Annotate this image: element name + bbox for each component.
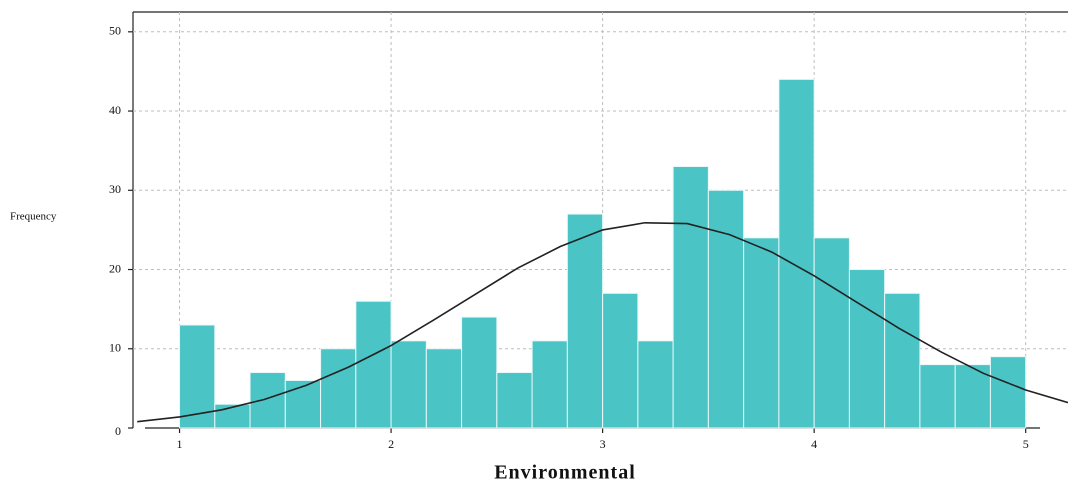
x-tick-label: 2 xyxy=(388,437,394,451)
y-tick-label: 0 xyxy=(115,424,121,438)
bar xyxy=(989,356,1027,429)
bar xyxy=(496,372,533,429)
y-tick-label: 40 xyxy=(109,103,121,117)
bar xyxy=(179,324,216,429)
bar xyxy=(602,292,639,429)
y-tick-label: 50 xyxy=(109,24,121,38)
x-axis-label: Environmental xyxy=(494,462,636,484)
bar xyxy=(884,292,921,429)
bar xyxy=(566,213,604,429)
bar xyxy=(320,348,357,429)
x-tick-label: 1 xyxy=(177,437,183,451)
normal-curve xyxy=(137,221,1068,423)
x-tick-label: 3 xyxy=(600,437,606,451)
bar xyxy=(672,166,709,429)
bar xyxy=(284,379,322,429)
y-axis-label: Frequency xyxy=(10,211,57,223)
bar xyxy=(707,189,745,429)
y-tick-label: 30 xyxy=(109,182,121,196)
y-tick-label: 10 xyxy=(109,341,121,355)
bar xyxy=(390,340,427,429)
bar xyxy=(249,372,286,429)
bar xyxy=(778,78,815,429)
bar xyxy=(461,316,498,429)
x-tick-label: 5 xyxy=(1023,437,1029,451)
bar xyxy=(637,340,674,429)
bar xyxy=(425,348,463,429)
bar xyxy=(531,340,568,429)
bar xyxy=(743,237,780,429)
bar xyxy=(848,269,886,429)
y-tick-label: 20 xyxy=(109,261,121,275)
bar xyxy=(355,300,392,429)
x-tick-label: 4 xyxy=(811,437,817,451)
bar xyxy=(919,364,956,429)
bar xyxy=(813,237,850,429)
